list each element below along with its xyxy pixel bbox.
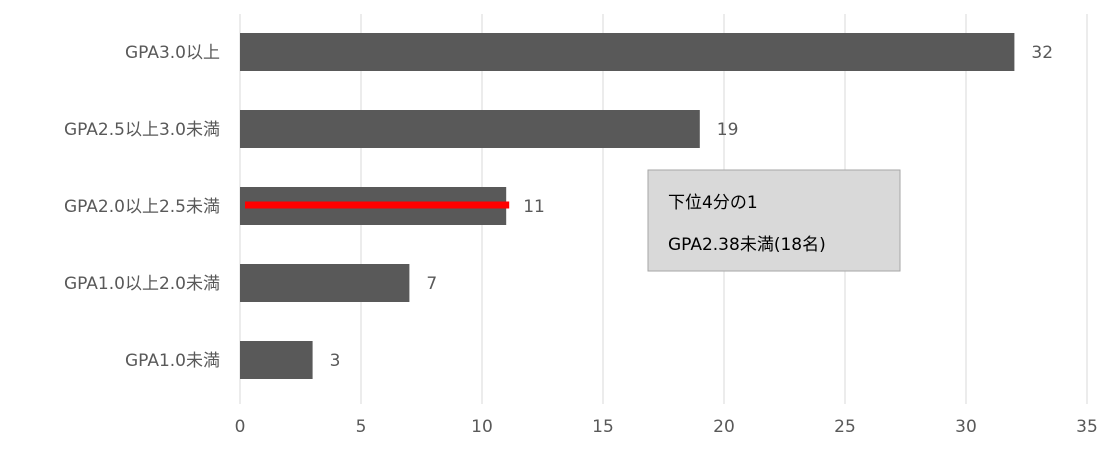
- x-tick-label: 30: [955, 417, 977, 437]
- x-axis-tick-labels: 0 5 10 15 20 25 30 35: [235, 417, 1098, 437]
- x-tick-label: 20: [713, 417, 735, 437]
- x-tick-label: 25: [834, 417, 856, 437]
- data-labels: 32 19 11 7 3: [330, 43, 1053, 371]
- bar: [240, 110, 700, 148]
- data-label: 7: [426, 274, 437, 294]
- data-label: 3: [330, 351, 341, 371]
- category-label: GPA3.0以上: [125, 43, 220, 63]
- bar: [240, 264, 410, 302]
- category-label: GPA2.0以上2.5未満: [64, 197, 220, 217]
- category-label: GPA2.5以上3.0未満: [64, 120, 220, 140]
- x-tick-label: 10: [471, 417, 493, 437]
- annotation-box-background: [647, 169, 901, 272]
- annotation-box: 下位4分の1 GPA2.38未満(18名): [647, 169, 901, 272]
- data-label: 11: [523, 197, 545, 217]
- category-labels: GPA3.0以上 GPA2.5以上3.0未満 GPA2.0以上2.5未満 GPA1.0…: [64, 43, 220, 371]
- x-tick-label: 5: [356, 417, 367, 437]
- bar: [240, 33, 1015, 71]
- x-tick-label: 0: [235, 417, 246, 437]
- bar: [240, 341, 313, 379]
- data-label: 32: [1031, 43, 1053, 63]
- annotation-line-2: GPA2.38未満(18名): [668, 235, 826, 255]
- category-label: GPA1.0未満: [125, 351, 220, 371]
- x-tick-label: 35: [1076, 417, 1098, 437]
- x-tick-label: 15: [592, 417, 614, 437]
- category-label: GPA1.0以上2.0未満: [64, 274, 220, 294]
- data-label: 19: [717, 120, 739, 140]
- annotation-line-1: 下位4分の1: [668, 193, 758, 213]
- bars: [240, 33, 1015, 379]
